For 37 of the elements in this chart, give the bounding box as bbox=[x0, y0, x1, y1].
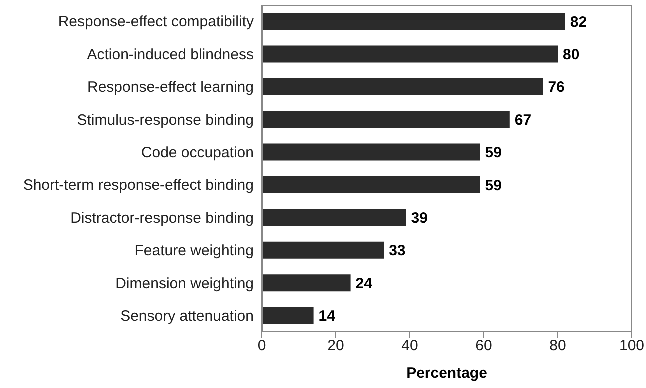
y-tick-label: Response-effect compatibility bbox=[58, 14, 254, 31]
x-tick-label: 40 bbox=[402, 338, 418, 355]
bar bbox=[262, 144, 480, 161]
x-tick-label: 20 bbox=[328, 338, 344, 355]
y-tick-label: Stimulus-response binding bbox=[77, 112, 254, 129]
data-label: 39 bbox=[411, 210, 428, 228]
bar bbox=[262, 111, 510, 128]
x-tick-label: 60 bbox=[476, 338, 492, 355]
y-tick-label: Response-effect learning bbox=[88, 79, 254, 96]
x-tick-label: 0 bbox=[258, 338, 266, 355]
y-tick-label: Code occupation bbox=[141, 144, 254, 162]
y-tick-label: Feature weighting bbox=[134, 242, 254, 260]
data-label: 67 bbox=[514, 112, 532, 129]
bar bbox=[262, 13, 566, 30]
y-tick-label: Short-term response-effect binding bbox=[23, 177, 254, 194]
data-label: 24 bbox=[356, 275, 374, 292]
bar bbox=[262, 209, 406, 226]
bar bbox=[262, 274, 351, 292]
y-tick-label: Distractor-response binding bbox=[70, 210, 254, 227]
data-label: 76 bbox=[548, 79, 565, 96]
data-label: 59 bbox=[485, 144, 502, 162]
y-tick-label: Dimension weighting bbox=[116, 275, 254, 292]
data-label: 80 bbox=[563, 46, 580, 64]
x-tick-label: 80 bbox=[550, 338, 566, 355]
y-tick-label: Action-induced blindness bbox=[87, 46, 254, 64]
x-axis-title: Percentage bbox=[406, 365, 488, 382]
bar bbox=[262, 46, 558, 63]
data-label: 33 bbox=[389, 242, 406, 260]
bar bbox=[262, 307, 314, 324]
y-tick-label: Sensory attenuation bbox=[120, 308, 254, 325]
x-tick-label: 100 bbox=[619, 338, 645, 355]
bar bbox=[262, 242, 384, 259]
bar bbox=[262, 176, 480, 194]
bar bbox=[262, 78, 544, 96]
data-label: 14 bbox=[318, 308, 336, 326]
data-label: 59 bbox=[485, 177, 502, 194]
data-label: 82 bbox=[570, 14, 588, 31]
